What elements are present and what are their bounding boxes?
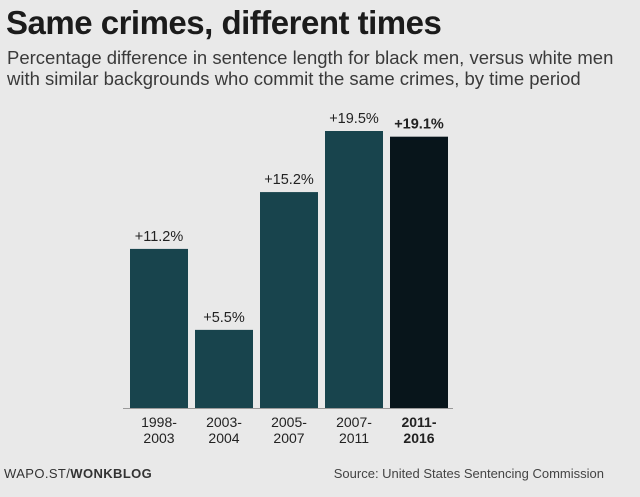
bar-2005-2007: [260, 192, 318, 408]
category-tick-label: 2003: [143, 430, 174, 446]
footer-credit-brand: WONKBLOG: [70, 466, 153, 481]
bar-1998-2003: [130, 248, 188, 408]
footer-credit-prefix: WAPO.ST/: [4, 466, 71, 481]
bar-2007-2011: [325, 131, 383, 408]
value-label: +11.2%: [135, 229, 184, 245]
chart-title: Same crimes, different times: [6, 4, 442, 41]
value-label: +19.1%: [394, 117, 444, 133]
category-tick-label: 2007: [273, 430, 304, 446]
category-tick-label: 2011: [339, 430, 369, 446]
category-tick-label: 2011-: [401, 414, 436, 430]
footer-credit: WAPO.ST/WONKBLOG: [4, 466, 152, 481]
category-tick-label: 2016: [403, 430, 434, 446]
bar-2011-2016: [390, 136, 448, 408]
footer-source: Source: United States Sentencing Commiss…: [333, 466, 604, 481]
bar-2003-2004: [195, 329, 253, 408]
value-label: +5.5%: [203, 310, 245, 326]
category-tick-label: 1998-: [141, 414, 177, 430]
category-tick-label: 2004: [208, 430, 239, 446]
chart-subtitle: Percentage difference in sentence length…: [7, 47, 614, 89]
category-tick-label: 2005-: [271, 414, 307, 430]
category-tick-label: 2003-: [206, 414, 242, 430]
value-label: +15.2%: [264, 172, 314, 188]
value-label: +19.5%: [329, 111, 379, 127]
category-tick-label: 2007-: [336, 414, 372, 430]
